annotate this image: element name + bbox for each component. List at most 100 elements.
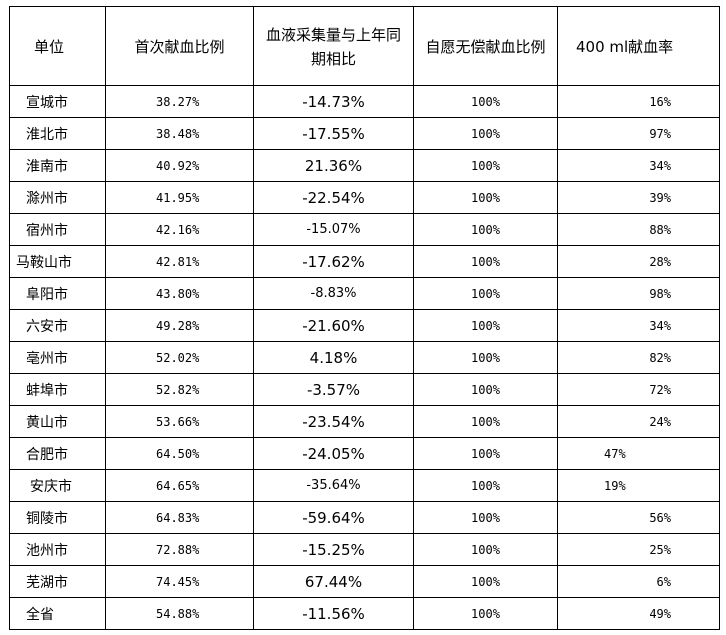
cell-rate-400ml: 49%: [557, 597, 720, 630]
cell-first-time: 64.50%: [105, 437, 254, 470]
cell-volume-change: 67.44%: [253, 565, 414, 598]
cell-voluntary: 100%: [413, 597, 558, 630]
header-volume-change-line2: 期相比: [310, 50, 356, 68]
cell-volume-change: -17.55%: [253, 117, 414, 150]
cell-unit: 宿州市: [9, 213, 106, 246]
cell-rate-400ml: 6%: [557, 565, 720, 598]
cell-unit: 六安市: [9, 309, 106, 342]
cell-unit: 铜陵市: [9, 501, 106, 534]
cell-volume-change: -22.54%: [253, 181, 414, 214]
cell-first-time: 72.88%: [105, 533, 254, 566]
cell-unit: 亳州市: [9, 341, 106, 374]
cell-first-time: 54.88%: [105, 597, 254, 630]
table-row: 淮北市 38.48% -17.55% 100% 97%: [9, 117, 720, 150]
cell-volume-change: -15.07%: [253, 213, 414, 246]
cell-volume-change: -21.60%: [253, 309, 414, 342]
cell-voluntary: 100%: [413, 501, 558, 534]
cell-unit: 合肥市: [9, 437, 106, 470]
cell-voluntary: 100%: [413, 213, 558, 246]
cell-rate-400ml: 56%: [557, 501, 720, 534]
cell-rate-400ml: 34%: [557, 149, 720, 182]
cell-rate-400ml: 28%: [557, 245, 720, 278]
cell-voluntary: 100%: [413, 437, 558, 470]
cell-volume-change: -8.83%: [253, 277, 414, 310]
cell-first-time: 40.92%: [105, 149, 254, 182]
cell-unit: 黄山市: [9, 405, 106, 438]
cell-volume-change: -3.57%: [253, 373, 414, 406]
table-row: 全省 54.88% -11.56% 100% 49%: [9, 597, 720, 630]
cell-unit: 蚌埠市: [9, 373, 106, 406]
cell-voluntary: 100%: [413, 181, 558, 214]
header-rate-400ml: 400 ml献血率: [557, 6, 720, 86]
cell-first-time: 74.45%: [105, 565, 254, 598]
cell-first-time: 52.02%: [105, 341, 254, 374]
cell-rate-400ml: 39%: [557, 181, 720, 214]
cell-voluntary: 100%: [413, 341, 558, 374]
cell-voluntary: 100%: [413, 85, 558, 118]
cell-volume-change: 21.36%: [253, 149, 414, 182]
cell-first-time: 41.95%: [105, 181, 254, 214]
cell-first-time: 53.66%: [105, 405, 254, 438]
table-row: 池州市 72.88% -15.25% 100% 25%: [9, 533, 720, 566]
cell-rate-400ml: 34%: [557, 309, 720, 342]
cell-voluntary: 100%: [413, 405, 558, 438]
cell-voluntary: 100%: [413, 245, 558, 278]
cell-first-time: 38.27%: [105, 85, 254, 118]
table-row: 滁州市 41.95% -22.54% 100% 39%: [9, 181, 720, 214]
cell-volume-change: -24.05%: [253, 437, 414, 470]
cell-rate-400ml: 25%: [557, 533, 720, 566]
cell-first-time: 64.83%: [105, 501, 254, 534]
cell-first-time: 42.16%: [105, 213, 254, 246]
cell-rate-400ml: 47%: [557, 437, 720, 470]
cell-unit: 宣城市: [9, 85, 106, 118]
cell-volume-change: -59.64%: [253, 501, 414, 534]
table-row: 亳州市 52.02% 4.18% 100% 82%: [9, 341, 720, 374]
table-row: 宿州市 42.16% -15.07% 100% 88%: [9, 213, 720, 246]
cell-rate-400ml: 24%: [557, 405, 720, 438]
header-volume-change: 血液采集量与上年同 期相比: [253, 6, 414, 86]
cell-rate-400ml: 82%: [557, 341, 720, 374]
blood-donation-table: 单位 首次献血比例 血液采集量与上年同 期相比 自愿无偿献血比例 400 ml献…: [9, 6, 720, 630]
table-row: 安庆市 64.65% -35.64% 100% 19%: [9, 469, 720, 502]
header-first-time: 首次献血比例: [105, 6, 254, 86]
cell-volume-change: -14.73%: [253, 85, 414, 118]
cell-volume-change: -11.56%: [253, 597, 414, 630]
cell-voluntary: 100%: [413, 469, 558, 502]
table-row: 六安市 49.28% -21.60% 100% 34%: [9, 309, 720, 342]
cell-first-time: 52.82%: [105, 373, 254, 406]
cell-volume-change: -17.62%: [253, 245, 414, 278]
table-row: 合肥市 64.50% -24.05% 100% 47%: [9, 437, 720, 470]
table-row: 黄山市 53.66% -23.54% 100% 24%: [9, 405, 720, 438]
cell-rate-400ml: 97%: [557, 117, 720, 150]
cell-voluntary: 100%: [413, 117, 558, 150]
header-volume-change-line1: 血液采集量与上年同: [265, 26, 401, 44]
table-row: 铜陵市 64.83% -59.64% 100% 56%: [9, 501, 720, 534]
cell-rate-400ml: 72%: [557, 373, 720, 406]
cell-unit: 淮北市: [9, 117, 106, 150]
cell-volume-change: -23.54%: [253, 405, 414, 438]
cell-voluntary: 100%: [413, 277, 558, 310]
cell-unit: 安庆市: [9, 469, 106, 502]
table-row: 淮南市 40.92% 21.36% 100% 34%: [9, 149, 720, 182]
cell-volume-change: -35.64%: [253, 469, 414, 502]
cell-voluntary: 100%: [413, 149, 558, 182]
cell-voluntary: 100%: [413, 373, 558, 406]
cell-volume-change: -15.25%: [253, 533, 414, 566]
cell-unit: 淮南市: [9, 149, 106, 182]
table-row: 蚌埠市 52.82% -3.57% 100% 72%: [9, 373, 720, 406]
header-unit: 单位: [9, 6, 106, 86]
table-body: 宣城市 38.27% -14.73% 100% 16% 淮北市 38.48% -17.55% 1…: [9, 85, 720, 630]
header-row: 单位 首次献血比例 血液采集量与上年同 期相比 自愿无偿献血比例 400 ml献…: [9, 6, 720, 86]
cell-unit: 全省: [9, 597, 106, 630]
cell-rate-400ml: 98%: [557, 277, 720, 310]
cell-first-time: 43.80%: [105, 277, 254, 310]
cell-rate-400ml: 88%: [557, 213, 720, 246]
cell-voluntary: 100%: [413, 565, 558, 598]
cell-first-time: 49.28%: [105, 309, 254, 342]
cell-first-time: 42.81%: [105, 245, 254, 278]
cell-unit: 阜阳市: [9, 277, 106, 310]
cell-voluntary: 100%: [413, 309, 558, 342]
table-row: 阜阳市 43.80% -8.83% 100% 98%: [9, 277, 720, 310]
table-row: 芜湖市 74.45% 67.44% 100% 6%: [9, 565, 720, 598]
cell-voluntary: 100%: [413, 533, 558, 566]
